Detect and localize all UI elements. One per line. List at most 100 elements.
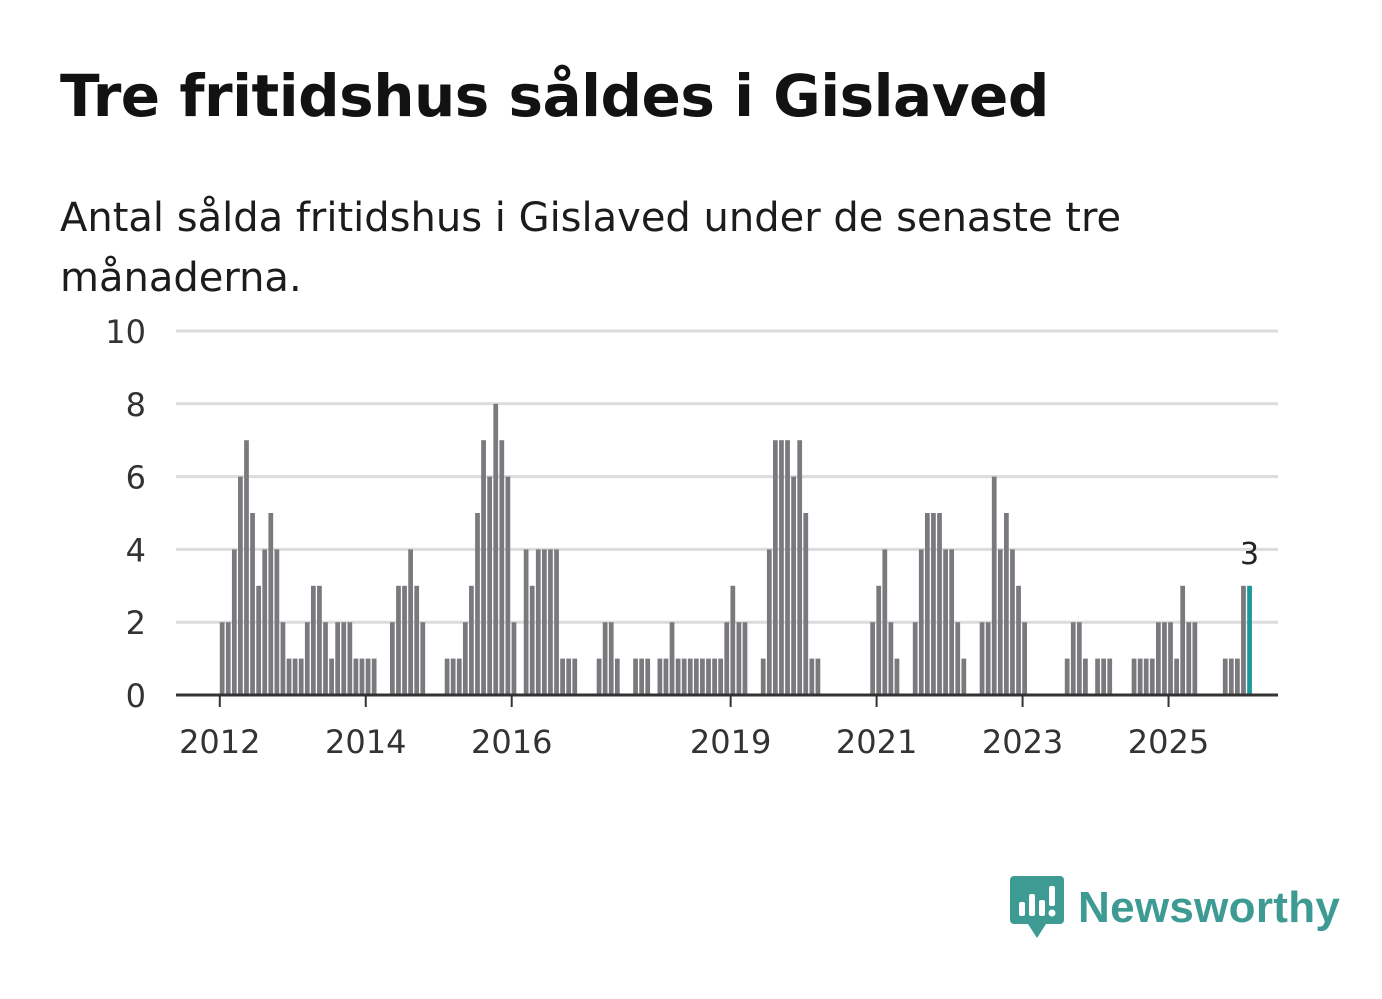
x-tick-label-2025: 2025 (1128, 723, 1209, 761)
bar (1149, 658, 1155, 695)
bar (274, 549, 280, 695)
bar (225, 622, 231, 695)
bar (766, 549, 772, 695)
bar (760, 658, 766, 695)
bar (523, 549, 529, 695)
bar (639, 658, 644, 695)
bar (292, 658, 298, 695)
bar (493, 403, 499, 695)
bar (420, 622, 426, 695)
bar (979, 622, 985, 695)
bar (608, 622, 614, 695)
bar (1076, 622, 1082, 695)
bar (469, 585, 474, 695)
newsworthy-logo-icon (1010, 876, 1064, 938)
bar (566, 658, 572, 695)
x-tick-label-2019: 2019 (690, 723, 771, 761)
bar (390, 622, 395, 695)
bar (304, 622, 310, 695)
bar (1070, 622, 1076, 695)
bar (535, 549, 541, 695)
y-tick-label-10: 10 (105, 313, 146, 351)
bar (633, 658, 638, 695)
bar (779, 440, 784, 695)
bar (335, 622, 341, 695)
bar (815, 658, 821, 695)
newsworthy-logo-text: Newsworthy (1078, 883, 1341, 932)
bar (663, 658, 669, 695)
bar (1083, 658, 1088, 695)
bar (487, 476, 493, 695)
bar (371, 658, 377, 695)
bar (1016, 585, 1021, 695)
bar (560, 658, 565, 695)
bar (505, 476, 511, 695)
bar (529, 585, 535, 695)
y-tick-label-4: 4 (126, 531, 146, 569)
newsworthy-logo: Newsworthy (1010, 876, 1340, 940)
bar (712, 658, 717, 695)
bar (949, 549, 955, 695)
bar (730, 585, 736, 695)
bar (1155, 622, 1161, 695)
bar (572, 658, 578, 695)
bar (924, 513, 930, 695)
bar (1228, 658, 1234, 695)
bar (1186, 622, 1192, 695)
bar (785, 440, 790, 695)
bar (736, 622, 742, 695)
bar (724, 622, 730, 695)
bar (809, 658, 815, 695)
x-tick-label-2016: 2016 (471, 723, 552, 761)
bar (1101, 658, 1107, 695)
bar (931, 513, 936, 695)
bar (1010, 549, 1015, 695)
y-tick-label-8: 8 (126, 386, 146, 424)
bar (1004, 513, 1009, 695)
bar (268, 513, 274, 695)
y-tick-label-6: 6 (126, 459, 146, 497)
bar (602, 622, 608, 695)
bar (1143, 658, 1149, 695)
bar (1168, 622, 1173, 695)
bar (669, 622, 675, 695)
bar (1107, 658, 1113, 695)
bar (499, 440, 505, 695)
bar (341, 622, 347, 695)
bar (310, 585, 316, 695)
bar (462, 622, 468, 695)
bar (402, 585, 407, 695)
bar (541, 549, 547, 695)
bar (675, 658, 681, 695)
bar (894, 658, 900, 695)
bar (943, 549, 948, 695)
bar (511, 622, 517, 695)
bars-group (219, 403, 1252, 695)
y-tick-label-2: 2 (126, 604, 146, 642)
bar (475, 513, 480, 695)
bar (882, 549, 888, 695)
bar (937, 513, 942, 695)
bar (323, 622, 328, 695)
bar (1192, 622, 1198, 695)
highlight-value-label: 3 (1240, 537, 1259, 572)
bar (244, 440, 249, 695)
bar (238, 476, 243, 695)
bar (706, 658, 711, 695)
bar (803, 513, 809, 695)
x-tick-label-2012: 2012 (179, 723, 260, 761)
bar (912, 622, 918, 695)
bar (450, 658, 456, 695)
bar (791, 476, 796, 695)
bar (481, 440, 486, 695)
bar (1235, 658, 1240, 695)
bar (888, 622, 894, 695)
axis-labels: 0 2 4 6 8 10 3 2012 2014 2016 2019 2021 2023 2025 (105, 313, 1259, 761)
bar (1131, 658, 1137, 695)
bar (1095, 658, 1100, 695)
bar (693, 658, 699, 695)
bar (918, 549, 924, 695)
axes (176, 693, 1278, 707)
x-tick-label-2014: 2014 (325, 723, 406, 761)
